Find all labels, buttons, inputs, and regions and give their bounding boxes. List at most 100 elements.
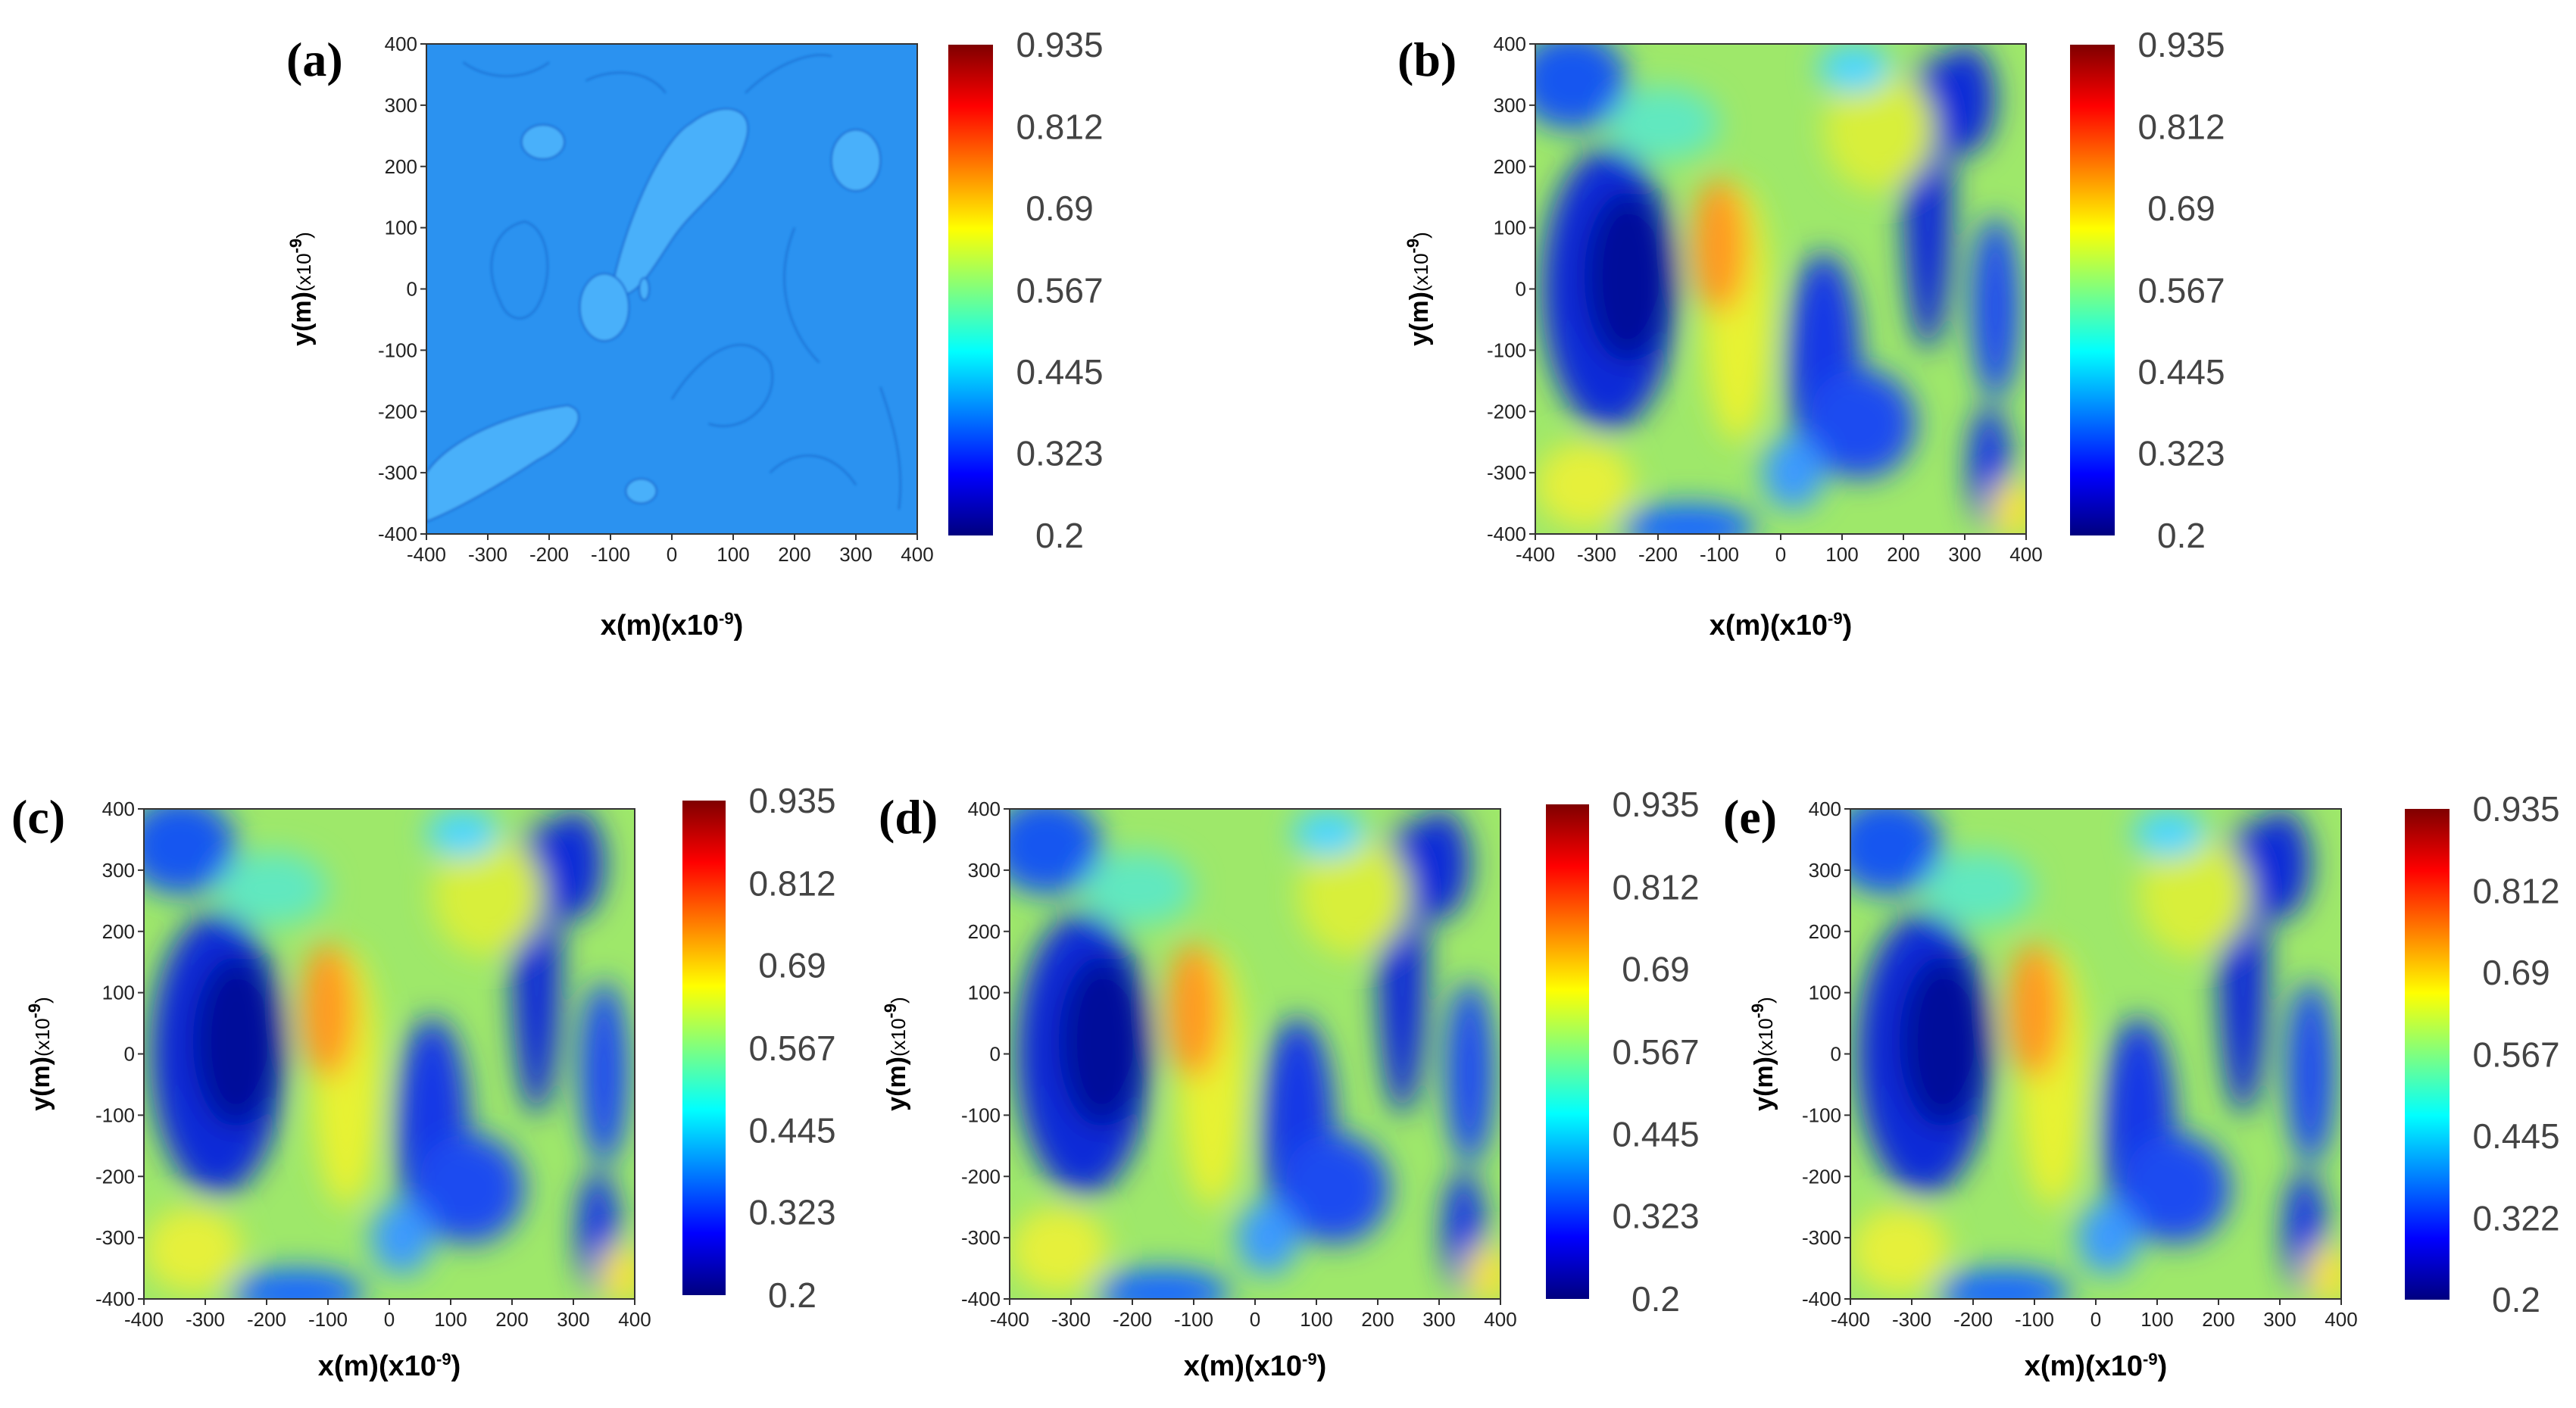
x-tick-label: 300: [1948, 543, 1981, 566]
x-axis-label-exponent: -9: [436, 1350, 451, 1369]
y-axis-label-main: y(m): [882, 1057, 911, 1111]
panel-b: -400 -300 -200 -100 0 100 200 300 400 400 300 200 10…: [1397, 25, 2225, 642]
y-axis-label-end: ): [31, 997, 54, 1004]
y-tick-label: 300: [1809, 859, 1841, 882]
x-tick-label: 400: [2009, 543, 2042, 566]
y-tick-label: -200: [1487, 400, 1526, 423]
x-tick-label: -200: [1638, 543, 1678, 566]
colorbar-tick-label: 0.2: [768, 1275, 817, 1315]
y-tick-label: -100: [1487, 339, 1526, 361]
colorbar-tick-label: 0.935: [748, 781, 835, 820]
colorbar: [1546, 804, 1589, 1299]
x-axis-label-main: x(m)(x10: [1710, 610, 1828, 642]
panel-e: -400 -300 -200 -100 0 100 200 300 400 400 300 200 10…: [1723, 789, 2560, 1382]
y-tick-label: -300: [378, 461, 417, 484]
colorbar-tick-label: 0.445: [1016, 352, 1103, 392]
colorbar: [682, 801, 726, 1295]
colorbar-tick-label: 0.445: [748, 1110, 835, 1150]
x-tick-label: 100: [1825, 543, 1858, 566]
y-axis-label: y(m)(x10-9): [1748, 997, 1778, 1111]
x-tick-label: 300: [839, 543, 872, 566]
colorbar-tick-label: 0.935: [2137, 25, 2225, 64]
colorbar-tick-label: 0.2: [2492, 1280, 2540, 1319]
x-tick-label: 200: [1887, 543, 1919, 566]
x-tick-label: 100: [434, 1308, 467, 1331]
y-tick-label: -300: [1802, 1226, 1841, 1249]
colorbar-tick-label: 0.445: [2472, 1116, 2559, 1156]
y-tick-label: -300: [1487, 461, 1526, 484]
colorbar: [2405, 809, 2450, 1300]
colorbar-tick-label: 0.567: [2137, 270, 2225, 310]
y-tick-label: 400: [968, 798, 1001, 820]
x-axis-label-exponent: -9: [1302, 1350, 1317, 1369]
panel-label: (b): [1397, 33, 1457, 86]
y-axis-label-unit: (x10: [1410, 253, 1432, 292]
colorbar: [948, 45, 993, 535]
panel-label: (e): [1723, 790, 1777, 844]
x-axis-label-main: x(m)(x10: [1184, 1350, 1302, 1382]
x-axis-label-exponent: -9: [1828, 609, 1843, 628]
colorbar-tick-label: 0.812: [748, 863, 835, 903]
y-tick-label: -300: [95, 1226, 135, 1249]
heatmap-field: [1832, 797, 2354, 1317]
y-axis-label-exponent: -9: [25, 1004, 44, 1019]
colorbar-tick-label: 0.445: [1612, 1114, 1699, 1154]
x-tick-label: 0: [384, 1308, 395, 1331]
colorbar-tick-label: 0.812: [2137, 107, 2225, 146]
y-axis-label-end: ): [887, 997, 910, 1004]
y-tick-label: -200: [95, 1165, 135, 1188]
x-axis-label: x(m)(x10-9): [1184, 1350, 1327, 1382]
x-tick-label: 400: [1484, 1308, 1516, 1331]
y-tick-label: 0: [1831, 1043, 1841, 1066]
y-axis-label-exponent: -9: [1748, 1004, 1767, 1019]
x-tick-label: -200: [1953, 1308, 1993, 1331]
heatmap-field: [1517, 32, 2039, 552]
x-tick-label: -100: [2015, 1308, 2054, 1331]
y-tick-label: -400: [961, 1288, 1001, 1310]
x-axis-label-end: ): [734, 610, 744, 642]
y-axis-label-exponent: -9: [286, 239, 305, 254]
x-tick-label: -300: [1577, 543, 1616, 566]
y-tick-label: 400: [1809, 798, 1841, 820]
colorbar-tick-label: 0.69: [2482, 953, 2550, 992]
x-tick-label: 0: [1250, 1308, 1260, 1331]
x-tick-label: -400: [990, 1308, 1029, 1331]
colorbar-tick-label: 0.812: [2472, 871, 2559, 910]
y-axis-label: y(m)(x10-9): [25, 997, 55, 1111]
x-axis-label-exponent: -9: [2143, 1350, 2158, 1369]
x-tick-label: 400: [2325, 1308, 2357, 1331]
x-axis-label-main: x(m)(x10: [2025, 1350, 2143, 1382]
y-tick-label: 200: [1809, 920, 1841, 943]
y-tick-label: -300: [961, 1226, 1001, 1249]
y-tick-label: 0: [124, 1043, 135, 1066]
y-axis-label-exponent: -9: [1404, 239, 1422, 254]
y-tick-label: 300: [385, 94, 417, 117]
y-axis-label: y(m)(x10-9): [881, 997, 911, 1111]
y-tick-label: 0: [407, 278, 417, 301]
y-tick-label: 100: [968, 982, 1001, 1004]
x-tick-label: 200: [1361, 1308, 1394, 1331]
x-axis-label-end: ): [2158, 1350, 2168, 1382]
y-tick-label: -400: [1487, 523, 1526, 545]
y-tick-label: 300: [102, 859, 135, 882]
x-tick-label: 100: [717, 543, 749, 566]
x-axis-label: x(m)(x10-9): [2025, 1350, 2168, 1382]
colorbar-tick-label: 0.323: [748, 1193, 835, 1232]
panel-d: -400 -300 -200 -100 0 100 200 300 400 400 300 200 10…: [879, 785, 1700, 1382]
y-axis-label-unit: (x10: [292, 253, 315, 292]
colorbar-tick-label: 0.69: [758, 946, 826, 985]
x-tick-label: 100: [2140, 1308, 2173, 1331]
x-tick-label: -400: [407, 543, 446, 566]
y-tick-label: 100: [385, 217, 417, 239]
y-tick-label: 400: [1494, 33, 1526, 55]
colorbar-tick-label: 0.323: [2137, 434, 2225, 473]
colorbar-tick-label: 0.69: [1622, 950, 1690, 989]
y-tick-label: 100: [1494, 217, 1526, 239]
y-tick-label: -400: [378, 523, 417, 545]
x-tick-label: 100: [1300, 1308, 1332, 1331]
y-axis-label: y(m)(x10-9): [286, 232, 317, 346]
y-tick-label: -200: [378, 400, 417, 423]
colorbar-tick-label: 0.935: [1612, 785, 1699, 824]
y-tick-label: -100: [1802, 1104, 1841, 1126]
